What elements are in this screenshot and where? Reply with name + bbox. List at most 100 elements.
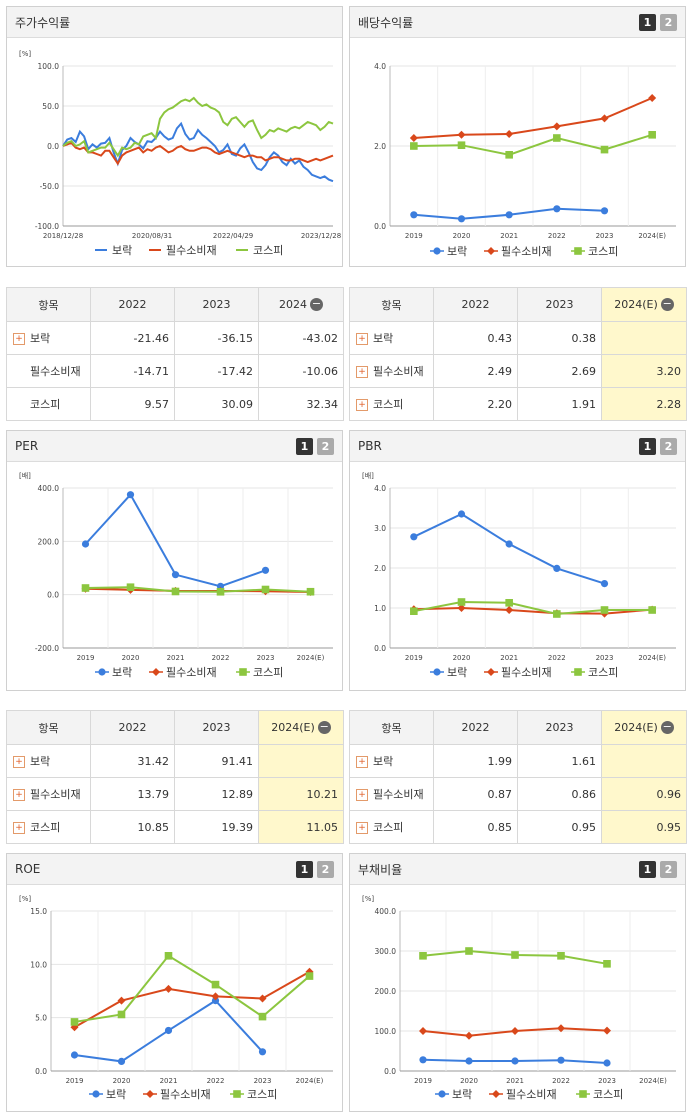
per-page-2-button[interactable]: 2: [317, 437, 334, 455]
x-tick-label: 2022/04/29: [213, 232, 253, 240]
legend-label: 보락: [106, 1088, 126, 1101]
table-cell: 3.20: [601, 354, 687, 388]
stock-table-col-label: 2024: [279, 297, 307, 311]
table-cell: 0.85: [433, 810, 518, 844]
data-point-marker: [410, 211, 418, 219]
debt-page-1-button[interactable]: 1: [639, 860, 656, 878]
stock-table-col-header: 2024−: [258, 287, 344, 322]
row-name: 필수소비재: [373, 788, 424, 801]
debt-ratio-header: 부채비율 1 2: [350, 854, 685, 885]
data-point-marker: [258, 1048, 267, 1056]
data-point-marker: [574, 668, 582, 676]
x-tick-label: 2019: [66, 1077, 84, 1085]
data-point-marker: [465, 1031, 473, 1040]
expand-plus-icon[interactable]: +: [13, 789, 25, 801]
y-tick-label: 100.0: [38, 62, 60, 71]
data-point-marker: [457, 510, 466, 518]
collapse-icon[interactable]: −: [317, 720, 331, 735]
table-cell: 19.39: [174, 810, 259, 844]
stock-return-header: 주가수익률: [7, 7, 342, 38]
unit-label: [%]: [19, 895, 31, 903]
expand-plus-icon[interactable]: +: [13, 822, 25, 834]
dividend-table-label-header: 항목: [349, 287, 434, 322]
row-name: 보락: [373, 332, 394, 345]
pbr-table-col-label: 2024(E): [614, 720, 658, 734]
row-label: + 보락: [6, 744, 91, 778]
data-point-marker: [603, 1059, 611, 1067]
pbr-panel: PBR 1 2 [배] 4.0 3.0 2.0 1.0 0.0 2019 2020 2021 20…: [349, 430, 686, 691]
expand-plus-icon[interactable]: +: [13, 756, 25, 768]
expand-plus-icon[interactable]: +: [356, 822, 368, 834]
expand-plus-icon[interactable]: +: [13, 333, 25, 345]
table-cell: -43.02: [258, 321, 344, 355]
stock-return-table: 항목 2022 2023 2024− + 보락 -21.46 -36.15 -43…: [6, 287, 344, 421]
table-cell: 0.96: [601, 777, 687, 811]
series-line: [85, 586, 311, 593]
data-point-marker: [117, 996, 126, 1005]
data-point-marker: [574, 247, 582, 255]
debt-page-2-button[interactable]: 2: [660, 860, 677, 878]
expand-plus-icon[interactable]: +: [356, 333, 368, 345]
data-point-marker: [511, 951, 519, 959]
y-tick-label: 4.0: [374, 484, 386, 493]
row-label: + 보락: [349, 744, 434, 778]
y-tick-label: 5.0: [35, 1014, 47, 1023]
dividend-page-1-button[interactable]: 1: [639, 13, 656, 31]
x-tick-label: 2022: [207, 1077, 225, 1085]
series-line: [62, 121, 334, 183]
y-tick-label: 0.0: [374, 644, 386, 653]
pbr-table-header-row: 항목 2022 2023 2024(E) −: [349, 710, 687, 745]
series-line: [413, 133, 653, 156]
data-point-marker: [457, 130, 466, 139]
data-point-marker: [410, 533, 418, 541]
data-point-marker: [152, 668, 160, 676]
row-name: 코스피: [373, 398, 404, 411]
table-cell: 10.85: [90, 810, 175, 844]
dividend-page-2-button[interactable]: 2: [660, 13, 677, 31]
collapse-icon[interactable]: −: [310, 297, 323, 312]
dividend-table-col-header: 2022: [433, 287, 518, 322]
data-point-marker: [465, 1057, 473, 1065]
pbr-page-2-button[interactable]: 2: [660, 437, 677, 455]
expand-plus-icon[interactable]: +: [356, 366, 368, 378]
table-row: + 코스피 10.85 19.39 11.05: [6, 810, 344, 844]
pbr-header: PBR 1 2: [350, 431, 685, 462]
dividend-panel: 배당수익률 1 2 4.0 2.0 0.0 2019 2020 2021 2022 2023 2…: [349, 6, 686, 267]
pbr-table-col-header: 2024(E) −: [601, 710, 687, 745]
x-tick-label: 2022: [548, 232, 566, 240]
x-tick-label: 2021: [500, 232, 518, 240]
expand-plus-icon[interactable]: +: [356, 756, 368, 768]
table-row: + 보락 -21.46 -36.15 -43.02: [6, 321, 344, 355]
pbr-table: 항목 2022 2023 2024(E) − + 보락 1.99 1.61 + 필수소…: [349, 710, 687, 844]
unit-label: [%]: [19, 50, 31, 58]
expand-plus-icon[interactable]: +: [356, 789, 368, 801]
row-name: 코스피: [373, 821, 404, 834]
series-line: [413, 512, 605, 585]
collapse-icon[interactable]: −: [660, 297, 674, 312]
legend-label: 필수소비재: [506, 1088, 557, 1101]
table-cell: [601, 744, 687, 778]
row-label: + 코스피: [349, 387, 434, 421]
expand-plus-icon[interactable]: +: [356, 399, 368, 411]
x-tick-label: 2024(E): [638, 654, 666, 662]
y-tick-label: 50.0: [42, 102, 59, 111]
data-point-marker: [487, 668, 495, 676]
per-table-col-header: 2024(E) −: [258, 710, 344, 745]
dividend-table-col-header: 2024(E) −: [601, 287, 687, 322]
x-tick-label: 2021: [167, 654, 185, 662]
pbr-table-col-header: 2023: [517, 710, 602, 745]
stock-table-header-row: 항목 2022 2023 2024−: [6, 287, 344, 322]
data-point-marker: [305, 972, 314, 980]
y-tick-label: 0.0: [374, 222, 386, 231]
collapse-icon[interactable]: −: [660, 720, 674, 735]
per-page-1-button[interactable]: 1: [296, 437, 313, 455]
row-label: + 필수소비재: [6, 777, 91, 811]
x-tick-label: 2023: [596, 232, 614, 240]
roe-page-buttons: 1 2: [296, 860, 334, 878]
data-point-marker: [81, 584, 90, 592]
roe-page-2-button[interactable]: 2: [317, 860, 334, 878]
roe-page-1-button[interactable]: 1: [296, 860, 313, 878]
row-name: 보락: [30, 755, 51, 768]
pbr-page-1-button[interactable]: 1: [639, 437, 656, 455]
data-point-marker: [600, 606, 609, 614]
